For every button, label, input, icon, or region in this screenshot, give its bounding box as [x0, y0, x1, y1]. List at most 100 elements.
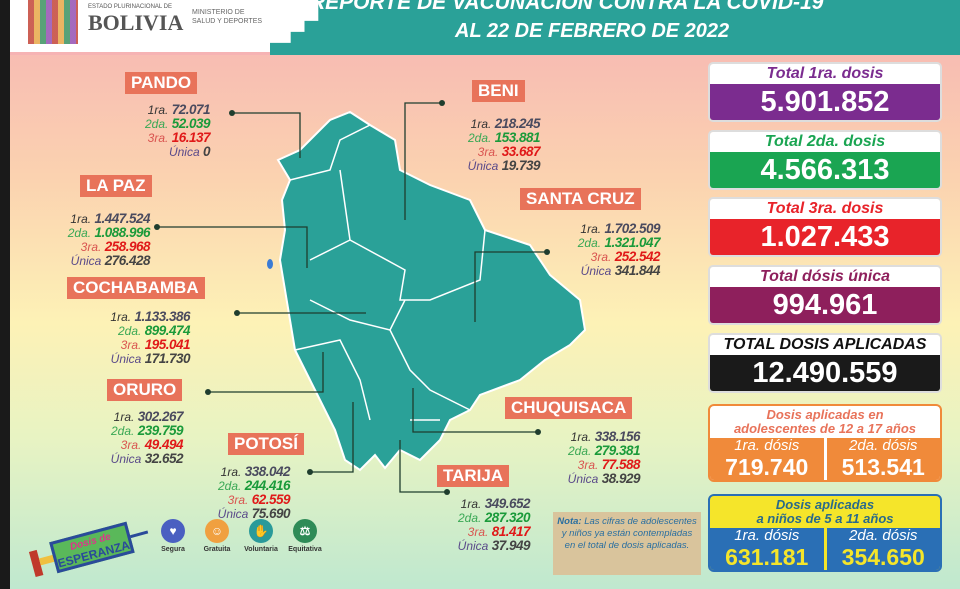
leader-dots	[154, 100, 550, 495]
dose-label: Única	[168, 145, 200, 159]
ministry-line1: MINISTERIO DE	[192, 9, 245, 16]
dose-row-third: 3ra. 77.588	[480, 458, 641, 472]
dose-label: Única	[467, 159, 499, 173]
dose-row-second: 2da. 153.881	[380, 131, 541, 145]
raised-hand-icon: ✋	[249, 519, 273, 543]
dose-value: 218.245	[494, 116, 541, 131]
dose-value: 349.652	[484, 496, 531, 511]
dose-label: Única	[110, 352, 142, 366]
dose-label: Única	[217, 507, 249, 521]
dose-value: 252.542	[614, 249, 661, 264]
dose-value: 287.320	[484, 510, 531, 525]
dose-value: 195.041	[144, 337, 191, 352]
value: 513.541	[841, 454, 925, 480]
department-values-beni: 1ra. 218.245 2da. 153.881 3ra. 33.687 Única…	[380, 116, 541, 173]
label: 2da. dósis	[849, 527, 918, 544]
dose-row-single: Única 0	[50, 145, 211, 159]
dose-row-third: 3ra. 252.542	[500, 249, 661, 264]
adolescents-title-line2: adolescentes de 12 a 17 años	[733, 421, 917, 436]
children-title-line2: a niños de 5 a 11 años	[756, 511, 894, 526]
dose-value: 239.759	[137, 423, 184, 438]
badge: ✋ Voluntaria	[243, 519, 279, 553]
department-label-chuquisaca: CHUQUISACA	[505, 397, 633, 419]
dose-row-first: 1ra. 1.702.509	[500, 222, 660, 236]
dose-row-single: Única 19.739	[380, 158, 541, 173]
dose-value: 171.730	[144, 351, 191, 366]
dose-label: 1ra.	[460, 497, 482, 511]
badge-label: Segura	[161, 546, 185, 553]
department-label-pando: PANDO	[125, 72, 198, 94]
department-label-la-paz: LA PAZ	[80, 175, 152, 197]
badge: ♥ Segura	[155, 519, 191, 553]
value: 354.650	[841, 544, 925, 570]
scales-icon: ⚖	[293, 519, 317, 543]
infographic: ESTADO PLURINACIONAL DE BOLIVIA MINISTER…	[10, 0, 960, 589]
badge-label: Voluntaria	[244, 546, 278, 553]
dose-row-third: 3ra. 62.559	[130, 492, 291, 507]
dose-row-single: Única 75.690	[130, 506, 291, 521]
dose-row-single: Única 32.652	[23, 451, 184, 466]
dose-value: 1.321.047	[604, 235, 660, 250]
total-card: TOTAL DOSIS APLICADAS 12.490.559	[708, 333, 942, 393]
dose-row-second: 2da. 287.320	[370, 510, 531, 525]
department-values-santa-cruz: 1ra. 1.702.509 2da. 1.321.047 3ra. 252.542…	[500, 222, 661, 278]
shield-heart-icon: ♥	[161, 519, 185, 543]
children-title-line1: Dosis aplicadas	[775, 497, 875, 512]
dose-label: 2da.	[577, 236, 602, 250]
dose-value: 258.968	[104, 239, 151, 254]
dose-row-first: 1ra. 1.447.524	[10, 212, 150, 226]
dose-label: 1ra.	[470, 117, 492, 131]
dose-row-first: 1ra. 338.156	[480, 430, 641, 444]
adolescents-title: Dosis aplicadas en adolescentes de 12 a 1…	[710, 406, 940, 438]
dose-value: 75.690	[251, 506, 291, 521]
total-card: Total dósis única 994.961	[708, 265, 942, 325]
department-label-oruro: ORURO	[107, 379, 183, 401]
estado-text: ESTADO PLURINACIONAL DE	[88, 4, 173, 10]
bolivia-logo	[28, 0, 78, 44]
dose-row-single: Única 37.949	[370, 539, 531, 553]
children-title: Dosis aplicadas a niños de 5 a 11 años	[710, 496, 940, 528]
dose-label: 2da.	[117, 324, 142, 338]
total-value: 1.027.433	[710, 219, 940, 255]
dose-value: 32.652	[144, 451, 184, 466]
dose-label: 3ra.	[227, 493, 249, 507]
label: 1ra. dósis	[734, 527, 800, 544]
children-second-dose: 2da. dósis 354.650	[826, 527, 940, 570]
department-values-potos-: 1ra. 338.042 2da. 244.416 3ra. 62.559 Única…	[130, 465, 291, 521]
department-label-cochabamba: COCHABAMBA	[67, 277, 205, 299]
total-card: Total 2da. dosis 4.566.313	[708, 130, 942, 190]
total-label: TOTAL DOSIS APLICADAS	[710, 335, 940, 355]
department-values-cochabamba: 1ra. 1.133.386 2da. 899.474 3ra. 195.041 Ún…	[30, 310, 190, 366]
dose-row-second: 2da. 279.381	[480, 444, 641, 458]
adolescents-second-dose: 2da. dósis 513.541	[826, 438, 940, 480]
dose-row-single: Única 276.428	[10, 254, 151, 268]
dose-label: Única	[457, 539, 489, 553]
note-text: Las cifras de adolescentes y niños ya es…	[561, 516, 697, 551]
adolescents-panel: Dosis aplicadas en adolescentes de 12 a 1…	[708, 404, 942, 482]
dose-label: 2da.	[467, 131, 492, 145]
badge: ☺ Gratuita	[199, 519, 235, 553]
dose-row-single: Única 341.844	[500, 264, 661, 278]
dose-value: 33.687	[501, 144, 541, 159]
dose-value: 72.071	[171, 102, 211, 117]
total-label: Total 3ra. dosis	[710, 199, 940, 219]
dose-row-first: 1ra. 72.071	[50, 102, 211, 117]
badge-label: Equitativa	[288, 546, 322, 553]
total-label: Total 2da. dosis	[710, 132, 940, 152]
total-card: Total 3ra. dosis 1.027.433	[708, 197, 942, 257]
department-values-chuquisaca: 1ra. 338.156 2da. 279.381 3ra. 77.588 Única…	[480, 430, 641, 486]
dose-row-second: 2da. 1.321.047	[500, 235, 661, 250]
dose-label: 3ra.	[590, 250, 612, 264]
department-values-la-paz: 1ra. 1.447.524 2da. 1.088.996 3ra. 258.968…	[10, 212, 151, 268]
dose-value: 1.702.509	[604, 221, 660, 236]
dose-label: 1ra.	[110, 310, 132, 324]
dose-row-single: Única 171.730	[30, 351, 191, 366]
dose-value: 62.559	[251, 492, 291, 507]
dose-row-second: 2da. 239.759	[23, 423, 184, 438]
dose-label: 1ra.	[113, 410, 135, 424]
dose-row-third: 3ra. 33.687	[380, 144, 541, 159]
total-card: Total 1ra. dosis 5.901.852	[708, 62, 942, 122]
dose-row-single: Única 38.929	[480, 472, 641, 486]
dose-row-third: 3ra. 81.417	[370, 525, 531, 539]
dose-value: 19.739	[501, 158, 541, 173]
